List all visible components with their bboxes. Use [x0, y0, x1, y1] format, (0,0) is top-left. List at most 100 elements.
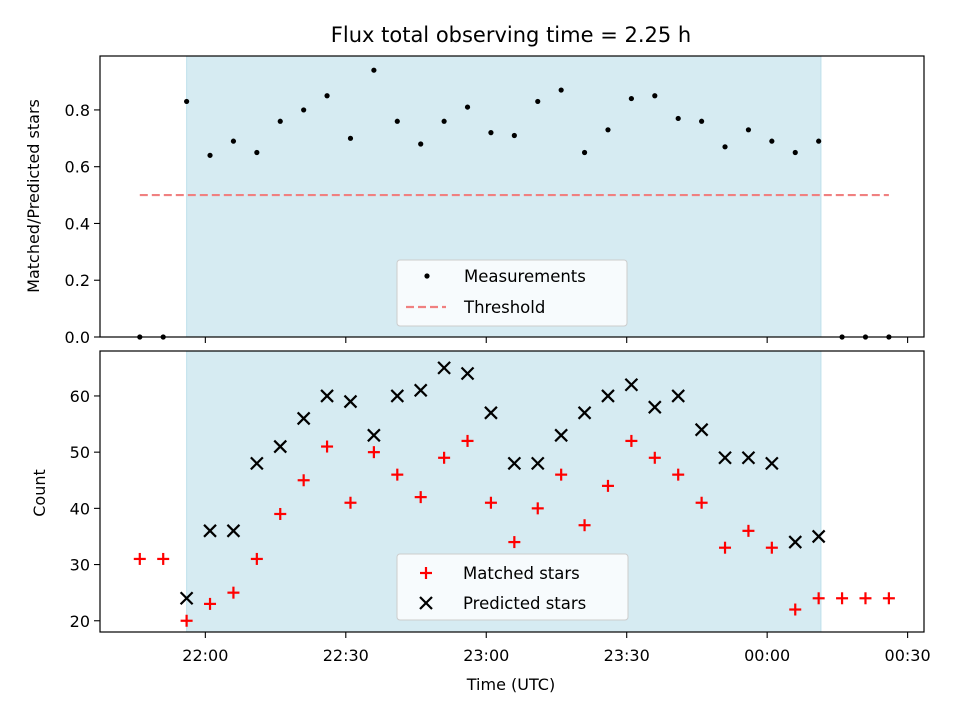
predicted-star-point	[788, 535, 803, 549]
matched-star-point	[859, 592, 872, 605]
measurement-point	[581, 149, 588, 156]
matched-stars-series	[133, 434, 895, 627]
legend-matched-label: Matched stars	[463, 564, 580, 583]
measurement-point	[464, 104, 471, 110]
matched-star-point	[297, 474, 310, 487]
measurement-point	[605, 127, 611, 133]
bottom-panel: 20 30 40 50 60 22:00 22:30 23:00 23:30 00:00 00:3…	[30, 350, 931, 694]
legend-matched-marker	[420, 567, 432, 579]
predicted-star-point	[390, 389, 405, 403]
measurement-point	[394, 118, 400, 124]
bottom-ytick-label: 60	[70, 387, 90, 406]
predicted-star-point	[530, 456, 545, 471]
measurement-point	[230, 138, 237, 144]
predicted-star-point	[437, 361, 451, 375]
xtick-label: 23:30	[604, 646, 650, 665]
chart-title: Flux total observing time = 2.25 h	[331, 23, 691, 47]
predicted-star-point	[648, 400, 662, 414]
legend-predicted-label: Predicted stars	[463, 594, 586, 613]
predicted-star-point	[250, 456, 264, 471]
predicted-star-point	[320, 389, 334, 403]
legend-measurements-label: Measurements	[464, 267, 586, 286]
matched-star-point	[625, 434, 638, 447]
predicted-star-point	[577, 406, 592, 420]
matched-star-point	[836, 592, 849, 605]
measurement-point	[722, 144, 728, 150]
measurement-point	[371, 67, 377, 73]
predicted-star-point	[179, 591, 194, 606]
matched-star-point	[367, 446, 380, 459]
measurement-point	[418, 141, 424, 147]
predicted-star-point	[413, 383, 428, 398]
predicted-star-point	[484, 406, 498, 420]
xtick-label: 23:00	[463, 646, 509, 665]
predicted-star-point	[460, 366, 475, 381]
measurement-point	[769, 138, 775, 144]
matched-star-point	[601, 479, 614, 492]
measurement-point	[699, 118, 705, 124]
matched-star-point	[812, 592, 825, 605]
top-legend-box	[396, 259, 628, 327]
top-ytick-label: 0.6	[65, 158, 90, 177]
top-ytick-label: 0.2	[65, 271, 90, 290]
measurement-point	[675, 115, 681, 122]
matched-star-point	[321, 440, 334, 453]
bottom-ytick-label: 30	[70, 556, 90, 575]
matched-star-point	[882, 592, 895, 605]
matched-star-point	[531, 502, 544, 515]
matched-star-point	[695, 496, 708, 509]
predicted-star-point	[671, 389, 685, 403]
measurement-point	[254, 149, 260, 156]
measurement-point	[324, 93, 330, 99]
matched-star-point	[227, 586, 240, 599]
predicted-stars-series	[179, 361, 826, 606]
top-ytick-label: 0.4	[65, 214, 90, 233]
predicted-star-point	[811, 529, 826, 544]
legend-measurements-marker	[424, 273, 430, 279]
matched-star-point	[648, 451, 661, 464]
measurement-point	[652, 93, 658, 99]
predicted-star-point	[554, 428, 568, 443]
top-y-axis-label: Matched/Predicted stars	[24, 99, 43, 293]
top-ytick-label: 0.8	[65, 101, 90, 120]
bottom-ytick-label: 20	[70, 612, 90, 631]
matched-star-point	[133, 552, 146, 565]
matched-star-point	[391, 468, 404, 481]
top-x-ticks	[204, 337, 909, 343]
measurement-point	[488, 130, 494, 136]
xtick-label: 22:00	[182, 646, 228, 665]
predicted-star-point	[718, 451, 732, 465]
xtick-label: 00:00	[744, 646, 790, 665]
measurement-point	[347, 135, 354, 141]
top-ytick-label: 0.0	[65, 328, 90, 347]
matched-star-point	[204, 597, 217, 610]
predicted-star-point	[601, 389, 615, 403]
matched-star-point	[484, 496, 497, 509]
bottom-axes-frame	[99, 350, 925, 633]
bottom-ytick-label: 50	[70, 443, 90, 462]
legend-threshold-label: Threshold	[463, 298, 545, 317]
x-axis-label: Time (UTC)	[466, 675, 555, 694]
xtick-label: 22:30	[323, 646, 369, 665]
measurement-point	[535, 98, 541, 105]
xtick-label: 00:30	[885, 646, 931, 665]
matched-star-point	[180, 614, 193, 627]
measurement-point	[184, 98, 190, 105]
matched-star-point	[414, 491, 427, 504]
matched-star-point	[250, 552, 263, 565]
top-axes-frame	[99, 55, 925, 338]
measurement-point	[792, 149, 798, 156]
matched-star-point	[789, 603, 802, 616]
measurement-point	[511, 132, 517, 139]
bottom-ytick-label: 40	[70, 499, 90, 518]
top-panel: 0.00.20.40.60.8 Matched/Predicted stars …	[24, 55, 925, 347]
matched-star-point	[157, 552, 170, 565]
matched-star-point	[344, 496, 357, 509]
bottom-legend: Matched stars Predicted stars	[396, 553, 629, 621]
predicted-star-point	[507, 456, 522, 471]
top-legend: Measurements Threshold	[396, 259, 628, 327]
bottom-y-axis-label: Count	[30, 469, 49, 517]
measurement-point	[207, 152, 213, 158]
measurement-point	[277, 118, 283, 124]
